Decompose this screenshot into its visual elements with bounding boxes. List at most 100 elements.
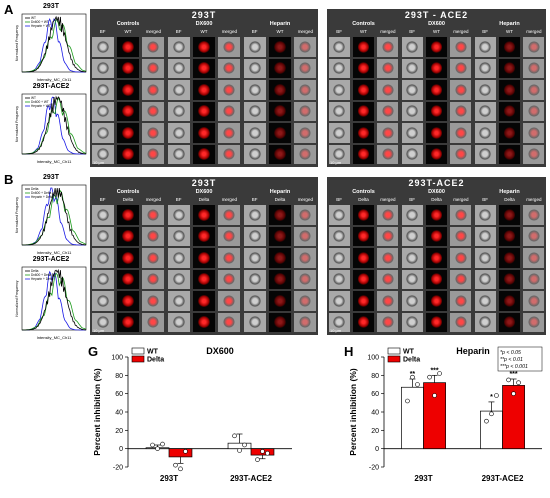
fluorescence-cell-image [352,37,375,57]
merged-cell-image [377,226,399,246]
group-header: DX600 [428,189,445,195]
fluorescence-cell-image [498,80,521,100]
cell-blob [147,273,160,286]
cell-blob [274,126,286,139]
data-point [150,442,155,448]
cell-blob [172,251,185,264]
significance-marker: *** [430,367,438,374]
cell-blob [223,126,236,139]
cell-blob [299,273,312,286]
scale-bar-label: 10 μm [330,328,342,333]
cell-blob [381,105,394,118]
data-point [255,457,260,462]
cell-blob [357,208,370,221]
cell-blob [248,316,261,329]
fluorescence-cell-image [352,291,375,311]
fluorescence-cell-image [116,269,140,289]
merged-cell-image [450,144,472,164]
cell-blob [96,251,109,264]
cell-blob [299,294,312,307]
brightfield-cell-image [474,291,496,311]
cell-blob [381,294,394,307]
cell-blob [147,126,160,139]
histogram-ylabel: Normalized Frequency [15,197,19,233]
cell-blob [274,40,286,53]
histogram-legend-entry: Heparin + Delta [31,277,53,281]
fluorescence-cell-image [425,123,448,143]
cell-blob [479,294,492,307]
cell-blob [430,251,443,264]
cell-blob [357,62,370,75]
group-header: DX600 [195,189,213,195]
histogram-legend-entry: Delta [31,269,39,273]
cell-blob [503,105,516,118]
histogram-xlabel: Intensity_MC_Ch11 [37,159,73,164]
data-point [511,391,516,396]
histogram-legend-entry: Heparin + WT [31,104,51,108]
fluorescence-cell-image [192,269,216,289]
fluorescence-cell-image [498,58,521,78]
scale-bar-label: 10 μm [330,160,342,165]
group-header: Controls [352,21,375,27]
fluorescence-cell-image [192,123,216,143]
fluorescence-cell-image [425,226,448,246]
column-header: Delta [504,197,515,202]
cell-blob [479,105,492,118]
brightfield-cell-image [243,291,266,311]
brightfield-cell-image [91,312,114,332]
cell-blob [430,105,443,118]
brightfield-cell-image [401,226,423,246]
cell-blob [381,251,394,264]
x-category-label: 293T [160,474,178,483]
histogram-legend-entry: Heparin + Delta [31,195,53,199]
cell-blob [223,230,236,243]
cell-blob [479,273,492,286]
cell-blob [454,273,467,286]
y-tick-label: 100 [111,355,123,362]
fluorescence-cell-image [116,101,140,121]
cell-blob [96,316,109,329]
column-header: Delta [274,197,286,202]
cell-blob [223,273,236,286]
cell-blob [147,62,160,75]
bar [423,382,446,450]
merged-cell-image [218,80,241,100]
data-point [232,433,237,439]
cell-blob [223,40,236,53]
cell-blob [172,148,185,161]
cell-blob [357,251,370,264]
data-point [260,449,265,454]
merged-cell-image [142,291,165,311]
merged-cell-image [450,291,472,311]
fluorescence-cell-image [352,58,375,78]
column-header: WT [505,29,513,34]
cell-blob [527,40,540,53]
brightfield-cell-image [328,101,350,121]
brightfield-cell-image [401,123,423,143]
cell-blob [357,273,370,286]
cell-blob [503,230,516,243]
cell-blob [147,105,160,118]
histogram-xlabel: Intensity_MC_Ch11 [37,335,73,340]
brightfield-cell-image [167,312,190,332]
merged-cell-image [450,269,472,289]
cell-blob [147,316,160,329]
brightfield-cell-image [167,291,190,311]
brightfield-cell-image [167,123,190,143]
cell-blob [198,273,210,286]
column-header: BF [175,197,182,202]
merged-cell-image [294,58,317,78]
column-header: BF [99,197,106,202]
cell-blob [454,126,467,139]
cell-blob [122,40,134,53]
fluorescence-cell-image [116,205,140,225]
cell-blob [527,208,540,221]
cell-blob [527,105,540,118]
histogram-legend-entry: Dx600 + WT [31,20,49,24]
cell-blob [122,273,134,286]
cell-blob [503,62,516,75]
merged-cell-image [218,312,241,332]
merged-cell-image [218,226,241,246]
brightfield-cell-image [91,58,114,78]
cell-blob [406,251,419,264]
